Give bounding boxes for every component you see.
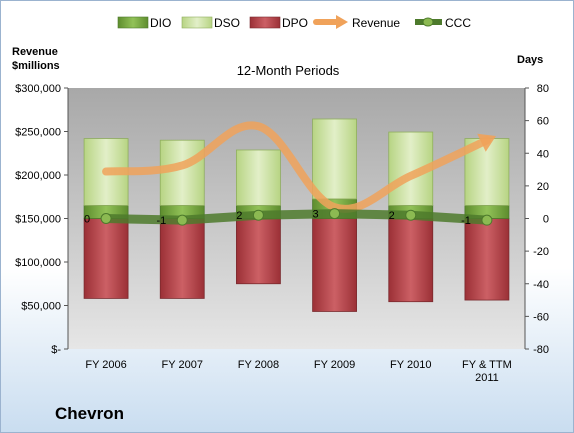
legend-swatch-dio — [117, 16, 149, 29]
bar-dpo — [312, 218, 357, 312]
legend-label-ccc: CCC — [445, 16, 471, 30]
company-name: Chevron — [55, 404, 124, 423]
legend-swatch-dpo — [249, 16, 281, 29]
bar-dso — [236, 149, 281, 206]
legend-marker-ccc — [422, 17, 434, 27]
left-axis-title-line1: Revenue — [12, 46, 58, 58]
x-axis-tick-label: FY & TTM — [462, 359, 512, 371]
x-axis-tick-label: FY 2008 — [238, 359, 279, 371]
ccc-marker — [405, 209, 417, 221]
axes-layer: $- $50,000 $100,000 $150,000 $200,000 $250,00… — [15, 83, 549, 384]
legend-arrow-revenue — [336, 15, 348, 29]
legend-item-dio: DIO — [117, 16, 171, 30]
bar-dso — [312, 118, 357, 200]
ccc-line — [105, 209, 488, 225]
ccc-data-label: 0 — [84, 214, 90, 226]
bar-dso — [159, 139, 205, 206]
ccc-data-label: 2 — [236, 210, 242, 222]
ccc-marker — [100, 213, 112, 224]
legend-label-dpo: DPO — [282, 16, 308, 30]
bar-dpo — [464, 218, 510, 301]
bars-layer — [83, 118, 510, 312]
x-axis-tick-label: FY 2007 — [162, 359, 203, 371]
left-axis-tick-label: $150,000 — [15, 214, 61, 226]
legend-label-dio: DIO — [150, 16, 171, 30]
ccc-data-label: 2 — [389, 210, 395, 222]
right-axis-tick-label: 0 — [543, 214, 549, 226]
left-axis-tick-label: $300,000 — [15, 83, 61, 95]
revenue-layer — [102, 121, 496, 213]
right-axis-tick-label: -20 — [533, 246, 549, 258]
left-axis-tick-label: $250,000 — [15, 127, 61, 139]
legend-label-revenue: Revenue — [352, 16, 400, 30]
ccc-data-label: 3 — [312, 209, 318, 221]
right-axis-tick-label: -40 — [533, 279, 549, 291]
left-axis-tick-label: $200,000 — [15, 170, 61, 182]
x-axis-tick-label: FY 2006 — [85, 359, 126, 371]
legend-item-dpo: DPO — [249, 16, 308, 30]
x-axis-tick-label: FY 2009 — [314, 359, 355, 371]
legend-item-dso: DSO — [181, 16, 240, 30]
ccc-data-label: -1 — [156, 215, 166, 227]
right-axis-tick-label: 40 — [537, 148, 549, 160]
ccc-marker — [176, 214, 188, 226]
right-axis-tick-label: 80 — [537, 83, 549, 95]
x-axis-tick-label: FY 2010 — [390, 359, 431, 371]
left-axis-tick-label: $50,000 — [21, 301, 61, 313]
ccc-marker — [329, 208, 341, 220]
left-axis-tick-label: $- — [51, 344, 61, 356]
bar-dpo — [388, 218, 434, 303]
left-axis-tick-label: $100,000 — [15, 257, 61, 269]
legend-item-ccc: CCC — [415, 16, 471, 30]
bar-dpo — [159, 218, 205, 299]
revenue-line — [102, 121, 491, 213]
ccc-layer: 0 -1 2 3 2 -1 — [84, 208, 493, 227]
ccc-marker — [481, 214, 493, 226]
right-axis-title: Days — [517, 54, 543, 66]
bar-dpo — [83, 218, 129, 299]
right-axis-tick-label: 20 — [537, 181, 549, 193]
left-axis-title-line2: $millions — [12, 60, 60, 72]
legend-item-revenue: Revenue — [313, 15, 400, 30]
chart-title: 12-Month Periods — [237, 63, 340, 78]
right-axis-tick-label: -60 — [533, 311, 549, 323]
ccc-data-label: -1 — [461, 215, 471, 227]
right-axis-tick-label: 60 — [537, 116, 549, 128]
x-axis-tick-label: 2011 — [475, 372, 499, 384]
legend-label-dso: DSO — [214, 16, 240, 30]
revenue-arrowhead — [477, 133, 496, 152]
bar-dpo — [236, 218, 281, 285]
legend-swatch-dso — [181, 16, 213, 29]
ccc-marker — [252, 209, 264, 221]
right-axis-tick-label: -80 — [533, 344, 549, 356]
legend: DIO DSO DPO Revenue CCC — [117, 15, 471, 30]
